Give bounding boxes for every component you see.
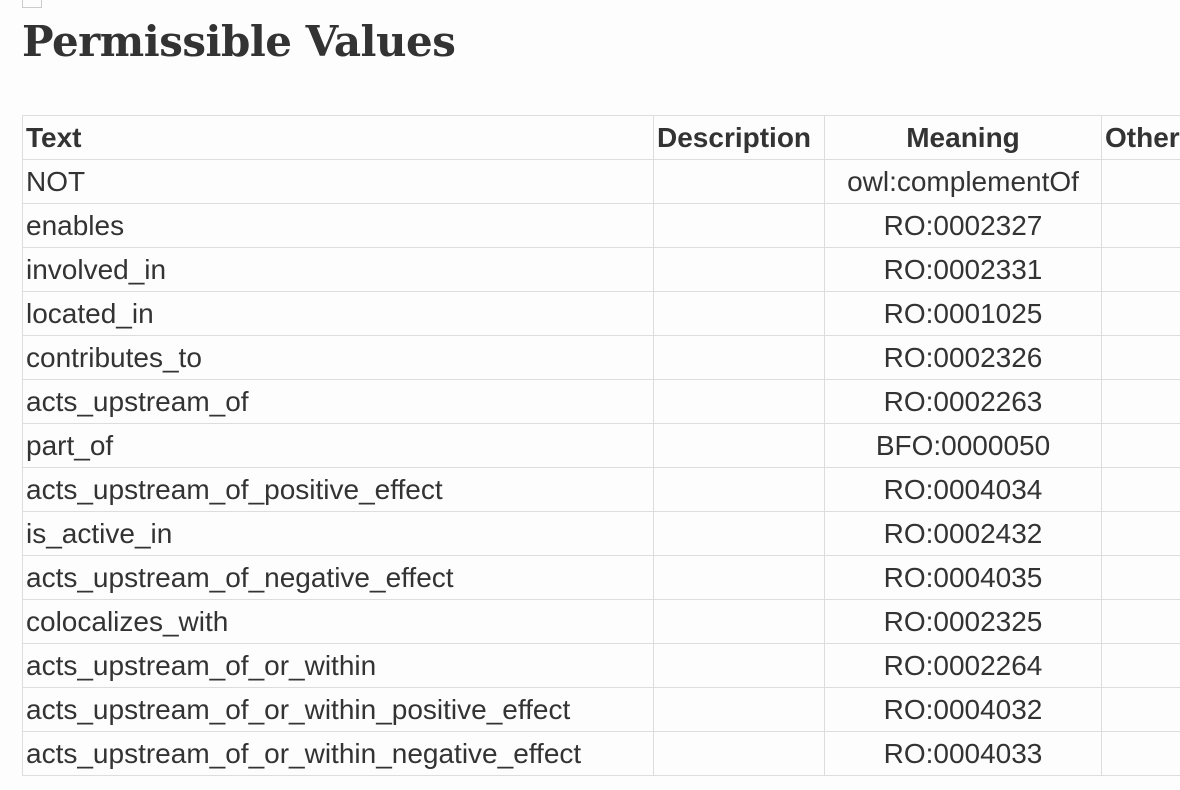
table-row: enables RO:0002327 (22, 203, 1180, 248)
other-cell (1101, 643, 1180, 688)
meaning-cell: RO:0002325 (824, 599, 1102, 644)
table-row: colocalizes_with RO:0002325 (22, 599, 1180, 644)
description-cell (653, 203, 825, 248)
meaning-cell: RO:0002327 (824, 203, 1102, 248)
description-cell (653, 511, 825, 556)
table-row: acts_upstream_of_negative_effect RO:00040… (22, 555, 1180, 600)
meaning-cell: RO:0002264 (824, 643, 1102, 688)
text-cell: acts_upstream_of (22, 379, 654, 424)
meaning-cell: RO:0002331 (824, 247, 1102, 292)
column-header: Description (653, 115, 825, 160)
description-cell (653, 423, 825, 468)
meaning-cell: RO:0002263 (824, 379, 1102, 424)
meaning-cell: RO:0002326 (824, 335, 1102, 380)
other-cell (1101, 731, 1180, 776)
table-body: NOT owl:complementOf enables RO:0002327 invo… (22, 159, 1180, 776)
description-cell (653, 291, 825, 336)
description-cell (653, 247, 825, 292)
text-cell: part_of (22, 423, 654, 468)
description-cell (653, 159, 825, 204)
text-cell: acts_upstream_of_or_within_positive_effe… (22, 687, 654, 732)
other-cell (1101, 687, 1180, 732)
meaning-cell: RO:0004035 (824, 555, 1102, 600)
header-row: Text Description Meaning Other (22, 115, 1180, 160)
other-cell (1101, 511, 1180, 556)
text-cell: located_in (22, 291, 654, 336)
other-cell (1101, 423, 1180, 468)
other-cell (1101, 159, 1180, 204)
page-title: Permissible Values (22, 17, 456, 66)
description-cell (653, 335, 825, 380)
other-cell (1101, 379, 1180, 424)
table-row: acts_upstream_of_or_within RO:0002264 (22, 643, 1180, 688)
table-row: acts_upstream_of_positive_effect RO:00040… (22, 467, 1180, 512)
other-cell (1101, 247, 1180, 292)
values-table: Text Description Meaning Other NOT owl:compl… (22, 115, 1180, 776)
other-cell (1101, 555, 1180, 600)
meaning-cell: owl:complementOf (824, 159, 1102, 204)
table-row: involved_in RO:0002331 (22, 247, 1180, 292)
table-row: acts_upstream_of_or_within_positive_effe… (22, 687, 1180, 732)
description-cell (653, 731, 825, 776)
meaning-cell: RO:0002432 (824, 511, 1102, 556)
text-cell: NOT (22, 159, 654, 204)
meaning-cell: BFO:0000050 (824, 423, 1102, 468)
other-cell (1101, 203, 1180, 248)
table-row: acts_upstream_of RO:0002263 (22, 379, 1180, 424)
description-cell (653, 555, 825, 600)
table-icon (22, 0, 42, 8)
other-cell (1101, 599, 1180, 644)
text-cell: acts_upstream_of_negative_effect (22, 555, 654, 600)
column-header: Other (1101, 115, 1180, 160)
text-cell: involved_in (22, 247, 654, 292)
column-header: Text (22, 115, 654, 160)
other-cell (1101, 467, 1180, 512)
other-cell (1101, 291, 1180, 336)
text-cell: acts_upstream_of_positive_effect (22, 467, 654, 512)
text-cell: colocalizes_with (22, 599, 654, 644)
text-cell: contributes_to (22, 335, 654, 380)
table-row: NOT owl:complementOf (22, 159, 1180, 204)
meaning-cell: RO:0004033 (824, 731, 1102, 776)
text-cell: acts_upstream_of_or_within (22, 643, 654, 688)
description-cell (653, 599, 825, 644)
table-row: contributes_to RO:0002326 (22, 335, 1180, 380)
text-cell: acts_upstream_of_or_within_negative_effe… (22, 731, 654, 776)
description-cell (653, 467, 825, 512)
text-cell: is_active_in (22, 511, 654, 556)
meaning-cell: RO:0004034 (824, 467, 1102, 512)
description-cell (653, 643, 825, 688)
table-row: located_in RO:0001025 (22, 291, 1180, 336)
column-header: Meaning (824, 115, 1102, 160)
meaning-cell: RO:0001025 (824, 291, 1102, 336)
description-cell (653, 379, 825, 424)
table-row: is_active_in RO:0002432 (22, 511, 1180, 556)
meaning-cell: RO:0004032 (824, 687, 1102, 732)
description-cell (653, 687, 825, 732)
table-row: acts_upstream_of_or_within_negative_effe… (22, 731, 1180, 776)
text-cell: enables (22, 203, 654, 248)
table-row: part_of BFO:0000050 (22, 423, 1180, 468)
other-cell (1101, 335, 1180, 380)
